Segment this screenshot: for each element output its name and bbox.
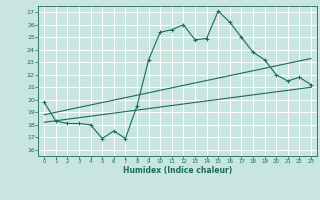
X-axis label: Humidex (Indice chaleur): Humidex (Indice chaleur)	[123, 166, 232, 175]
